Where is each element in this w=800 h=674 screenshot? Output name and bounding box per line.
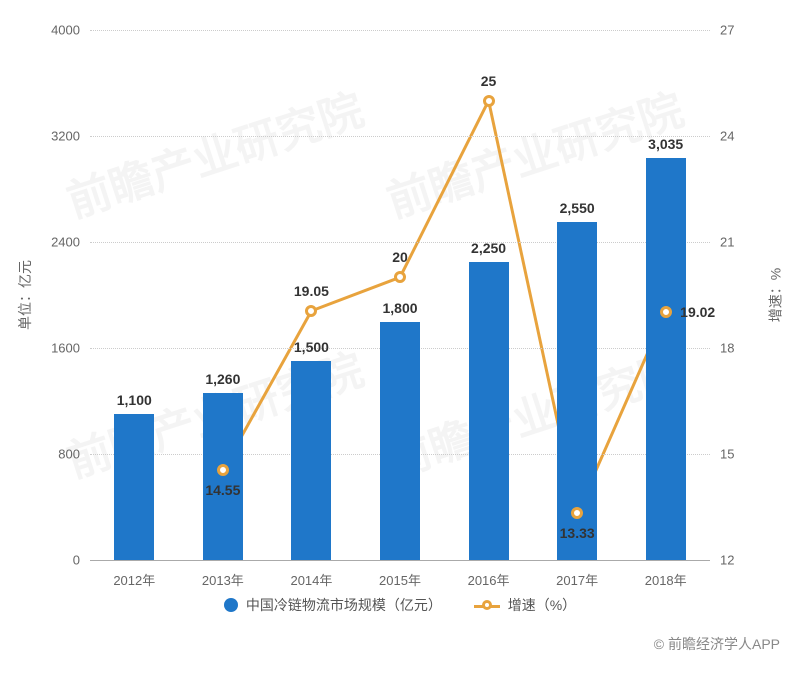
source-text: © 前瞻经济学人APP — [654, 634, 780, 654]
y2-axis-title: 增速：% — [765, 268, 785, 322]
bar-value-label: 2,550 — [560, 200, 595, 216]
gridline — [90, 242, 710, 243]
legend-item-bars: 中国冷链物流市场规模（亿元） — [224, 595, 442, 615]
line-marker — [660, 306, 672, 318]
y1-tick-label: 800 — [20, 447, 80, 462]
bar — [203, 393, 243, 560]
bar-swatch-icon — [224, 598, 238, 612]
bar-value-label: 3,035 — [648, 136, 683, 152]
line-value-label: 13.33 — [560, 525, 595, 541]
line-marker — [305, 305, 317, 317]
x-tick-label: 2015年 — [379, 570, 421, 589]
y1-tick-label: 0 — [20, 553, 80, 568]
line-marker — [571, 507, 583, 519]
y2-tick-label: 24 — [720, 129, 770, 144]
chart-container: 前瞻产业研究院 前瞻产业研究院 前瞻产业研究院 前瞻产业研究院 单位：亿元 增速… — [0, 0, 800, 674]
line-marker — [483, 95, 495, 107]
x-tick-label: 2018年 — [645, 570, 687, 589]
bar — [469, 262, 509, 560]
legend-item-line: 增速（%） — [474, 595, 576, 615]
y1-tick-label: 1600 — [20, 341, 80, 356]
y2-tick-label: 12 — [720, 553, 770, 568]
legend-label: 中国冷链物流市场规模（亿元） — [246, 595, 442, 615]
y2-tick-label: 15 — [720, 447, 770, 462]
gridline — [90, 560, 710, 561]
plot-area: 012800151600182400213200244000271,100201… — [90, 30, 710, 560]
bar — [291, 361, 331, 560]
bar-value-label: 2,250 — [471, 240, 506, 256]
gridline — [90, 136, 710, 137]
line-marker — [217, 464, 229, 476]
x-tick-label: 2017年 — [556, 570, 598, 589]
line-value-label: 25 — [481, 73, 497, 89]
legend-label: 增速（%） — [508, 595, 576, 615]
y1-axis-title: 单位：亿元 — [15, 260, 35, 330]
y1-tick-label: 3200 — [20, 129, 80, 144]
line-value-label: 20 — [392, 249, 408, 265]
bar-value-label: 1,500 — [294, 339, 329, 355]
x-tick-label: 2016年 — [468, 570, 510, 589]
line-value-label: 19.05 — [294, 283, 329, 299]
growth-line — [223, 101, 666, 513]
y2-tick-label: 27 — [720, 23, 770, 38]
x-tick-label: 2014年 — [290, 570, 332, 589]
bar — [380, 322, 420, 561]
y1-tick-label: 4000 — [20, 23, 80, 38]
x-tick-label: 2012年 — [113, 570, 155, 589]
line-marker — [394, 271, 406, 283]
bar — [114, 414, 154, 560]
y2-tick-label: 21 — [720, 235, 770, 250]
bar-value-label: 1,100 — [117, 392, 152, 408]
line-value-label: 19.02 — [680, 304, 715, 320]
x-tick-label: 2013年 — [202, 570, 244, 589]
bar — [646, 158, 686, 560]
line-swatch-icon — [474, 598, 500, 612]
y1-tick-label: 2400 — [20, 235, 80, 250]
legend: 中国冷链物流市场规模（亿元） 增速（%） — [0, 595, 800, 615]
y2-tick-label: 18 — [720, 341, 770, 356]
gridline — [90, 30, 710, 31]
line-value-label: 14.55 — [205, 482, 240, 498]
bar-value-label: 1,800 — [382, 300, 417, 316]
bar-value-label: 1,260 — [205, 371, 240, 387]
